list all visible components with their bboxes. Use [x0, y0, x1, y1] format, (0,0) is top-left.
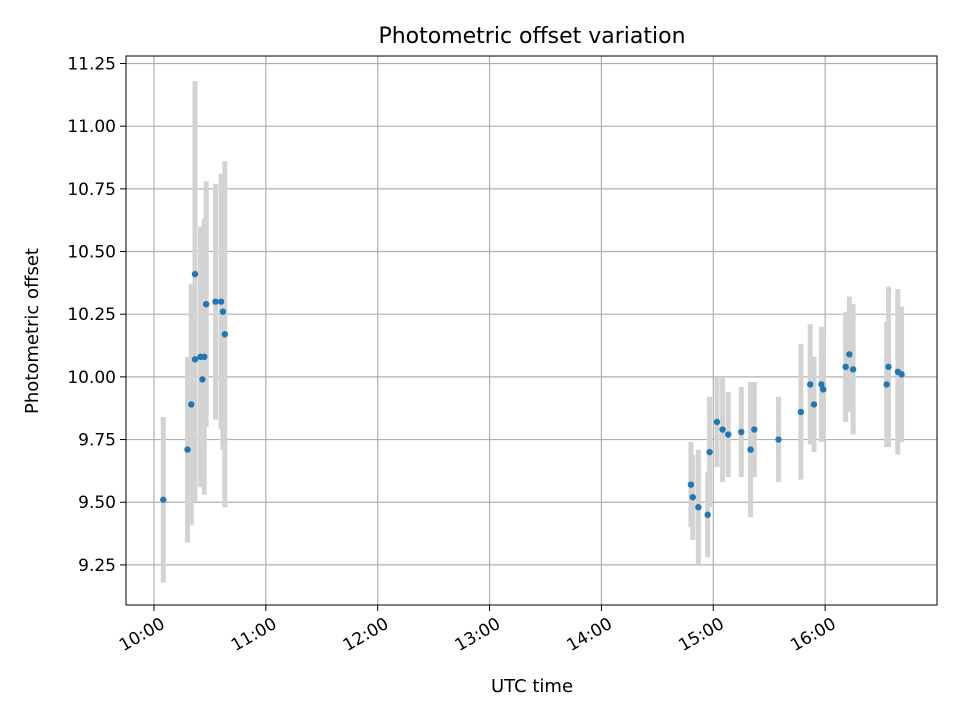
x-axis-label: UTC time [491, 676, 573, 697]
y-tick-label: 10.25 [67, 305, 116, 325]
data-point [747, 446, 754, 453]
data-point [191, 356, 199, 363]
data-point [810, 401, 818, 408]
data-point [883, 381, 890, 388]
data-point [775, 436, 782, 443]
data-point [738, 428, 745, 436]
data-point [191, 270, 199, 278]
data-point [217, 298, 225, 305]
data-point [807, 381, 814, 388]
data-point [188, 401, 195, 408]
data-point [898, 371, 905, 378]
data-point [751, 426, 758, 433]
data-point [719, 426, 726, 433]
data-point [706, 448, 713, 456]
data-point [846, 351, 853, 358]
data-point [687, 481, 695, 488]
y-tick-label: 10.00 [67, 368, 116, 388]
data-point [713, 418, 721, 426]
data-point [842, 363, 849, 371]
data-point [818, 381, 825, 388]
data-point [820, 386, 827, 393]
data-point [160, 496, 167, 503]
y-tick-label: 10.75 [67, 180, 116, 200]
data-point [885, 363, 892, 371]
data-point [689, 494, 696, 501]
data-points [160, 270, 905, 518]
data-point [797, 408, 805, 416]
data-point [221, 331, 229, 338]
y-tick-label: 11.00 [67, 117, 116, 137]
y-tick-label: 9.75 [78, 431, 116, 451]
data-point [184, 446, 191, 453]
data-point [201, 353, 208, 361]
plot-frame [125, 55, 938, 606]
y-tick-label: 11.25 [67, 55, 116, 75]
data-point [695, 504, 702, 511]
data-point [849, 366, 857, 373]
chart-title: Photometric offset variation [378, 24, 685, 49]
data-point [724, 431, 732, 438]
data-point [212, 298, 219, 305]
y-tick-label: 10.50 [67, 243, 116, 263]
data-point [219, 308, 227, 315]
y-axis-label: Photometric offset [22, 248, 43, 414]
data-point [202, 300, 210, 308]
y-tick-label: 9.50 [78, 493, 116, 513]
y-tick-label: 9.25 [78, 556, 116, 576]
data-point [704, 511, 711, 518]
data-point [199, 376, 206, 383]
